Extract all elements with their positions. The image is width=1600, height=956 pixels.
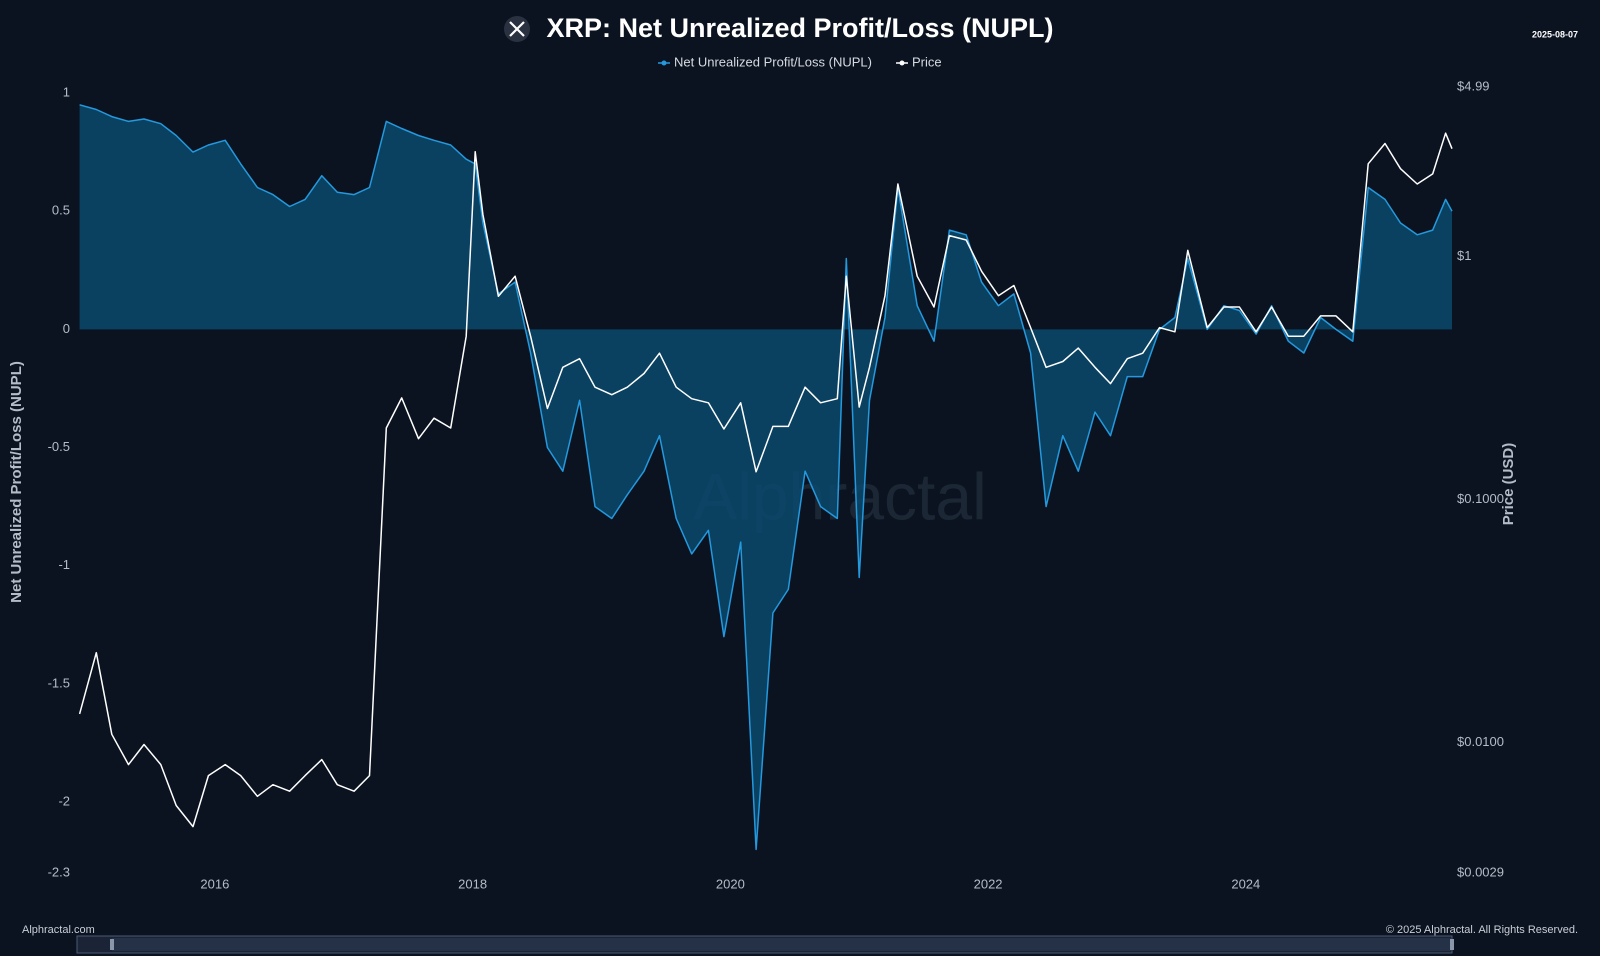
x-tick-label: 2020 [716, 876, 745, 891]
y2-tick-label: $4.99 [1457, 78, 1490, 93]
y-tick-label: -2 [58, 794, 70, 809]
y-tick-label: -2.3 [48, 864, 70, 879]
y2-tick-label: $1 [1457, 248, 1471, 263]
y-tick-label: -0.5 [48, 439, 70, 454]
legend-item[interactable]: Net Unrealized Profit/Loss (NUPL) [658, 54, 872, 69]
y-tick-label: 1 [63, 84, 70, 99]
navigator [76, 935, 1454, 954]
price-line [78, 132, 1453, 828]
legend-marker [661, 60, 667, 66]
x-tick-label: 2016 [200, 876, 229, 891]
source: Alphractal.com [22, 924, 95, 936]
y-axis-title: Net Unrealized Profit/Loss (NUPL) [8, 361, 25, 603]
copyright: © 2025 Alphractal. All Rights Reserved. [1386, 924, 1578, 936]
legend-item[interactable]: Price [896, 54, 942, 69]
date: 2025-08-07 [1532, 29, 1578, 39]
x-tick-label: 2018 [458, 876, 487, 891]
x-tick-label: 2022 [974, 876, 1003, 891]
y2-axis-title: Price (USD) [1500, 443, 1517, 526]
x-tick-label: 2024 [1231, 876, 1260, 891]
y-tick-label: 0 [63, 321, 70, 336]
chart-title: XRP: Net Unrealized Profit/Loss (NUPL) [546, 13, 1053, 43]
area [79, 104, 1453, 850]
title-icon [504, 16, 530, 42]
y2-tick-label: $0.0100 [1457, 734, 1504, 749]
legend-label: Net Unrealized Profit/Loss (NUPL) [674, 54, 872, 69]
y2-tick-label: $0.0029 [1457, 864, 1504, 879]
legend-label: Price [912, 54, 942, 69]
y2-tick-label: $0.1000 [1457, 491, 1504, 506]
legend-marker [899, 60, 905, 66]
y-tick-label: -1 [58, 557, 70, 572]
y-tick-label: -1.5 [48, 675, 70, 690]
y-tick-label: 0.5 [52, 203, 70, 218]
